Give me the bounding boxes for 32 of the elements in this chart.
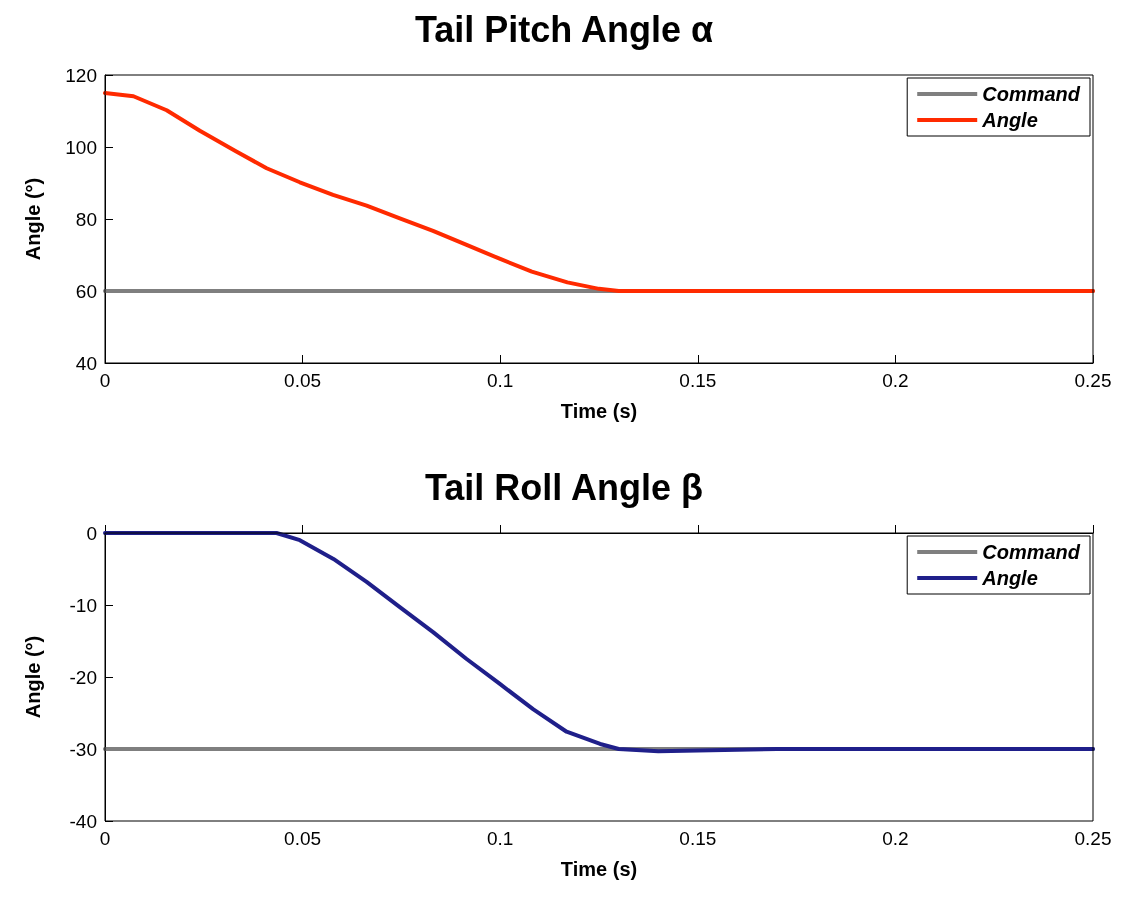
chart-title: Tail Pitch Angle α [414,8,714,50]
y-tick-label: -30 [69,738,97,760]
y-tick-label: 60 [75,280,97,302]
x-tick-label: 0.15 [679,370,717,391]
chart-title: Tail Roll Angle β [425,466,703,508]
x-tick-label: 0.1 [486,828,514,849]
y-tick-label: 0 [86,522,97,544]
x-tick-label: 0.05 [284,828,322,849]
legend-label: Command [982,83,1081,105]
y-tick-label: -20 [69,666,97,688]
x-axis-title: Time (s) [560,400,638,422]
legend-label: Angle [981,567,1038,589]
x-tick-label: 0.25 [1074,828,1112,849]
x-tick-label: 0.05 [284,370,322,391]
x-tick-label: 0.15 [679,828,717,849]
y-tick-label: -40 [69,810,97,832]
x-tick-label: 0.2 [882,828,909,849]
y-axis-title: Angle (°) [22,635,44,719]
x-tick-label: 0 [99,370,111,391]
legend-label: Command [982,541,1081,563]
y-tick-label: -10 [69,594,97,616]
x-tick-label: 0.2 [882,370,909,391]
x-tick-label: 0.25 [1074,370,1112,391]
x-tick-label: 0.1 [486,370,514,391]
y-axis-title: Angle (°) [22,177,44,261]
legend-label: Angle [981,109,1038,131]
y-tick-label: 100 [65,136,97,158]
y-tick-label: 40 [75,352,97,374]
y-tick-label: 80 [75,208,97,230]
y-tick-label: 120 [65,64,97,86]
x-tick-label: 0 [99,828,111,849]
x-axis-title: Time (s) [560,858,638,880]
